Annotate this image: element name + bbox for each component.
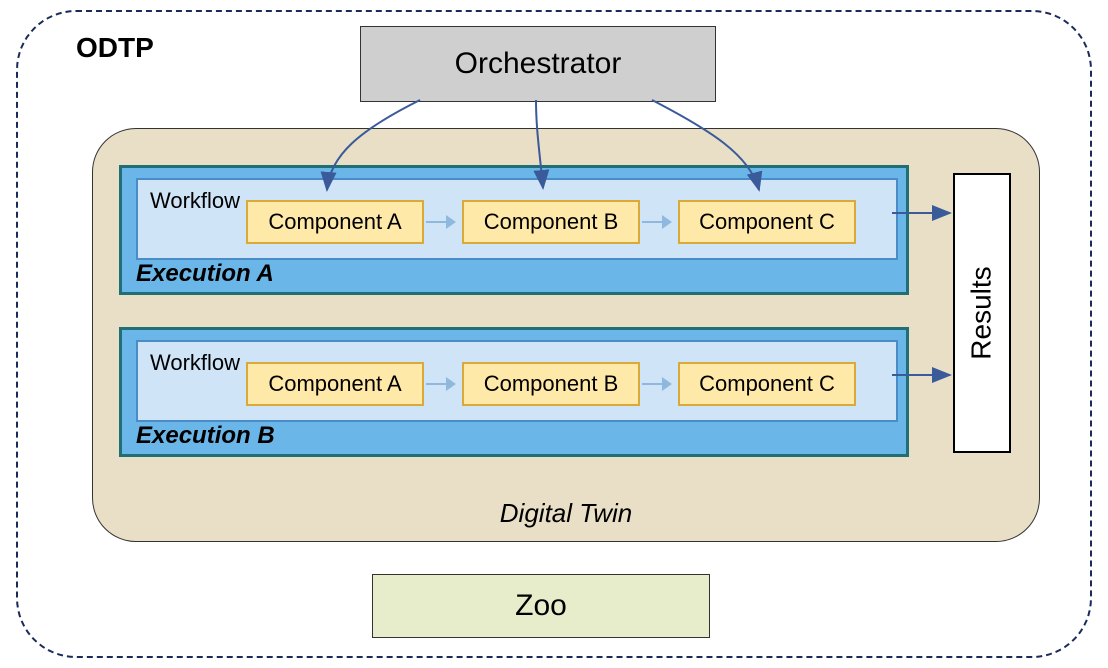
components-b: Component A Component B Component C <box>246 362 856 406</box>
workflow-b-label: Workflow <box>150 350 240 376</box>
digital-twin-label: Digital Twin <box>93 498 1039 529</box>
arrow-icon <box>642 377 672 391</box>
component-b-2: Component B <box>462 362 640 406</box>
component-a-1: Component A <box>246 200 424 244</box>
workflow-b-box: Workflow Component A Component B Compone… <box>136 340 898 422</box>
components-a: Component A Component B Component C <box>246 200 856 244</box>
odtp-label: ODTP <box>76 32 154 64</box>
component-a-2: Component B <box>462 200 640 244</box>
execution-b-box: Workflow Component A Component B Compone… <box>119 327 909 457</box>
component-b-3: Component C <box>678 362 856 406</box>
odtp-container: ODTP Orchestrator Workflow Component A C… <box>16 10 1092 658</box>
arrow-icon <box>426 215 456 229</box>
component-b-1: Component A <box>246 362 424 406</box>
arrow-icon <box>426 377 456 391</box>
execution-a-label: Execution A <box>136 260 274 288</box>
execution-b-label: Execution B <box>136 422 275 450</box>
orchestrator-box: Orchestrator <box>360 26 716 102</box>
zoo-label: Zoo <box>515 589 567 623</box>
orchestrator-label: Orchestrator <box>455 47 622 81</box>
results-box: Results <box>953 173 1011 453</box>
execution-a-box: Workflow Component A Component B Compone… <box>119 165 909 295</box>
workflow-a-box: Workflow Component A Component B Compone… <box>136 178 898 260</box>
arrow-icon <box>642 215 672 229</box>
workflow-a-label: Workflow <box>150 188 240 214</box>
results-label: Results <box>966 266 998 359</box>
component-a-3: Component C <box>678 200 856 244</box>
zoo-box: Zoo <box>372 574 710 638</box>
digital-twin-box: Workflow Component A Component B Compone… <box>92 128 1040 542</box>
